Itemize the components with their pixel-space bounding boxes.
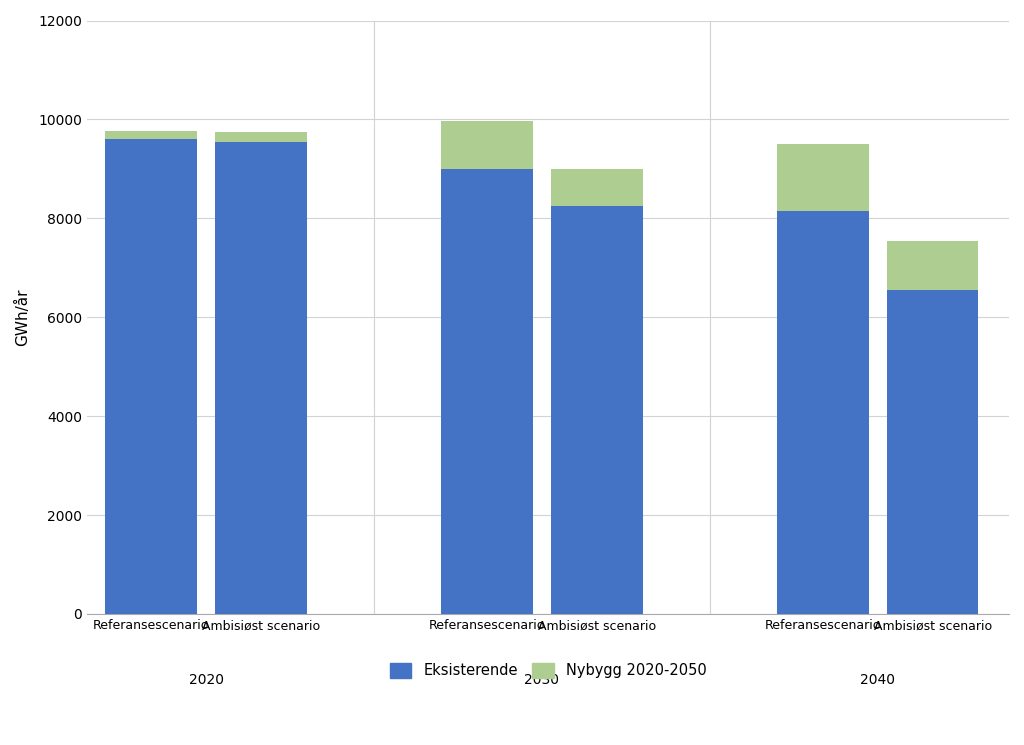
Bar (441, 121, 532, 169)
Bar (215, 132, 307, 142)
Bar (777, 144, 868, 211)
Text: 2040: 2040 (860, 673, 895, 688)
Bar (887, 290, 979, 614)
Text: 2020: 2020 (188, 673, 223, 688)
Bar (215, 142, 307, 614)
Bar (441, 169, 532, 614)
Bar (105, 139, 197, 614)
Bar (777, 211, 868, 614)
Bar (105, 130, 197, 139)
Legend: Eksisterende, Nybygg 2020-2050: Eksisterende, Nybygg 2020-2050 (384, 657, 713, 684)
Bar (551, 169, 643, 206)
Bar (551, 206, 643, 614)
Text: 2030: 2030 (524, 673, 559, 688)
Bar (887, 241, 979, 290)
Y-axis label: GWh/år: GWh/år (15, 288, 30, 346)
